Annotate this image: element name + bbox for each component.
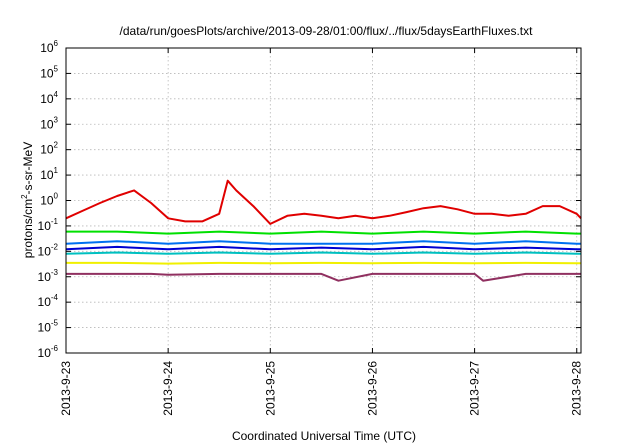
y-tick-label: 10-4 — [38, 293, 59, 309]
series-line-6 — [66, 261, 581, 265]
series-line-5 — [65, 251, 581, 255]
y-tick-label: 10-3 — [38, 268, 59, 284]
grid — [65, 48, 581, 353]
chart-title: /data/run/goesPlots/archive/2013-09-28/0… — [120, 24, 534, 38]
y-tick-label: 10-5 — [38, 319, 59, 335]
x-axis-label: Coordinated Universal Time (UTC) — [232, 429, 416, 443]
y-axis-label: protons/cm2-s-sr-MeV — [20, 142, 35, 258]
axis-ticks: 106 105 104 103 102 101 100 10-1 10-2 10-3 10-4 10-… — [38, 39, 584, 416]
y-tick-label: 10-1 — [38, 217, 59, 233]
x-tick-label: 2013-9-26 — [365, 361, 379, 416]
y-tick-label: 101 — [40, 166, 58, 182]
x-tick-label: 2013-9-25 — [263, 361, 277, 416]
y-tick-label: 10-6 — [38, 344, 59, 360]
series-line-2 — [66, 230, 581, 235]
series-line-1 — [65, 179, 582, 225]
series-line-3 — [65, 240, 581, 245]
x-tick-label: 2013-9-28 — [570, 361, 584, 416]
x-tick-label: 2013-9-23 — [59, 361, 73, 416]
plot-area — [65, 179, 582, 282]
y-tick-label: 103 — [40, 115, 58, 131]
y-tick-label: 106 — [40, 39, 58, 55]
y-tick-label: 102 — [40, 141, 58, 157]
y-tick-label: 100 — [40, 192, 58, 208]
x-tick-label: 2013-9-27 — [468, 361, 482, 416]
x-tick-label: 2013-9-24 — [161, 361, 175, 416]
y-tick-label: 105 — [40, 64, 58, 80]
series-line-7 — [66, 272, 581, 282]
y-tick-label: 104 — [40, 90, 58, 106]
series-line-4 — [65, 245, 581, 251]
y-tick-label: 10-2 — [38, 242, 59, 258]
